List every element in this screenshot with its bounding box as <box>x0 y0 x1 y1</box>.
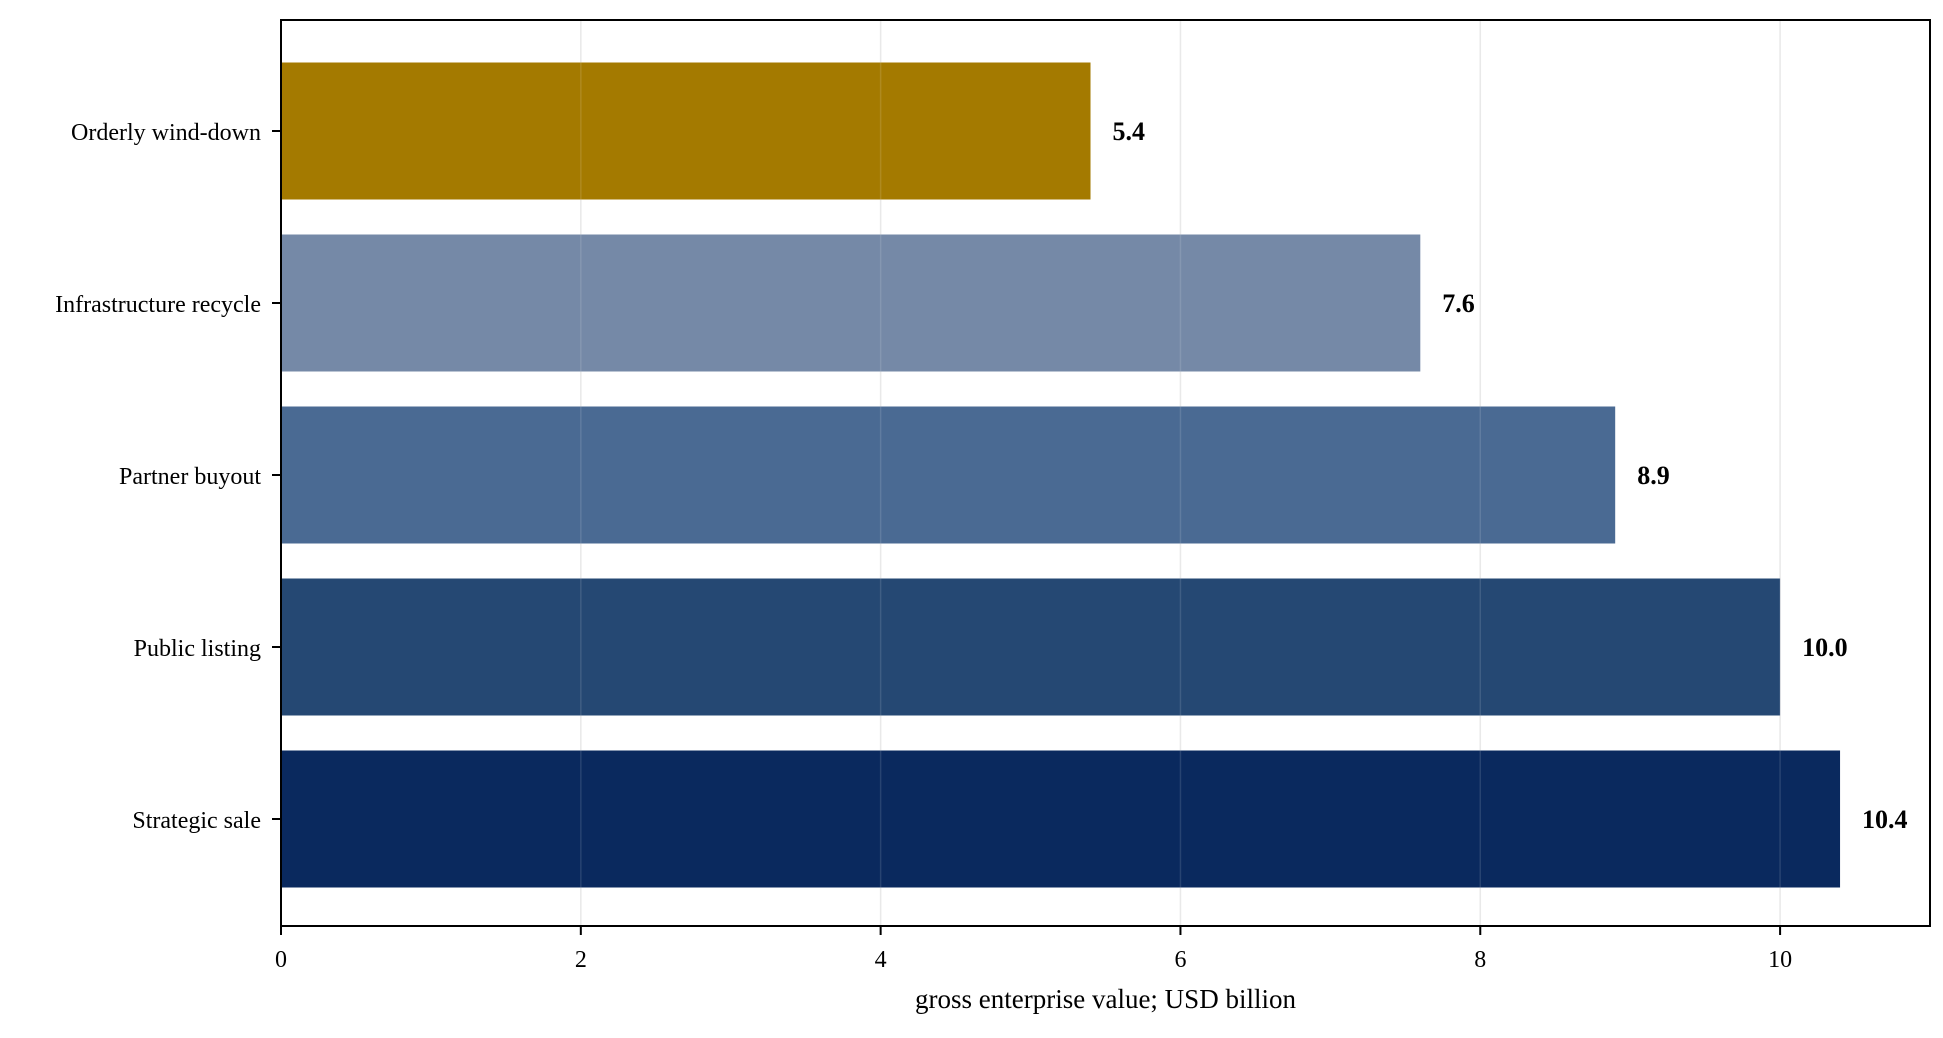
y-axis-ticks: Orderly wind-down Infrastructure recycle P… <box>55 120 281 834</box>
bar-value-label: 10.0 <box>1802 633 1848 662</box>
bar <box>281 234 1421 372</box>
bar-value-label: 7.6 <box>1442 289 1475 318</box>
y-tick-label: Public listing <box>134 636 261 662</box>
y-tick-label: Infrastructure recycle <box>55 292 261 318</box>
bar <box>281 750 1841 888</box>
bar <box>281 578 1781 716</box>
bar-value-label: 5.4 <box>1113 117 1146 146</box>
plot-frame <box>280 19 1931 927</box>
bars <box>281 62 1841 888</box>
bar <box>281 62 1091 200</box>
grid-lines-overlay <box>580 20 1781 926</box>
x-tick-label: 8 <box>1474 947 1486 973</box>
bar-value-label: 10.4 <box>1862 805 1908 834</box>
x-tick-label: 10 <box>1768 947 1792 973</box>
x-tick-label: 2 <box>575 947 587 973</box>
x-axis-label: gross enterprise value; USD billion <box>915 984 1296 1014</box>
x-tick-label: 4 <box>875 947 887 973</box>
x-tick-label: 0 <box>275 947 287 973</box>
bar <box>281 406 1616 544</box>
y-tick-label: Partner buyout <box>119 464 261 490</box>
y-tick-label: Orderly wind-down <box>71 120 261 146</box>
y-tick-label: Strategic sale <box>132 808 261 834</box>
x-tick-label: 6 <box>1174 947 1186 973</box>
bar-value-label: 8.9 <box>1637 461 1670 490</box>
x-axis-ticks: 0 2 4 6 8 10 <box>275 926 1792 973</box>
value-labels: 5.4 7.6 8.9 10.0 10.4 <box>1113 117 1908 834</box>
